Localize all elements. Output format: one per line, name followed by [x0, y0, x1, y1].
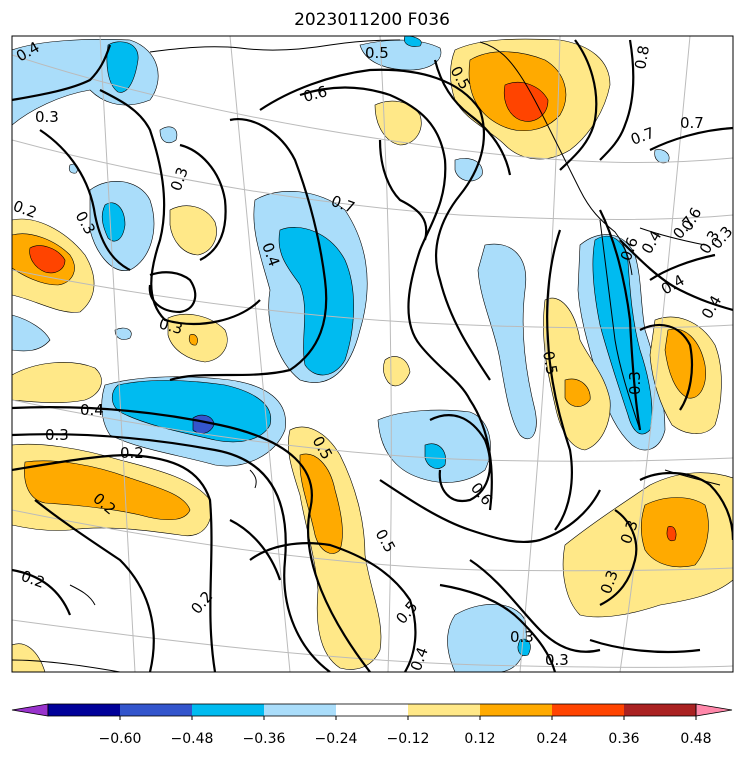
contour-label: 0.3: [157, 314, 185, 338]
colorbar-extend-low: [11, 703, 49, 717]
contour-label: 0.3: [45, 426, 69, 444]
contour-label: 0.3: [545, 651, 569, 669]
colorbar-bin: [552, 704, 625, 716]
colorbar-tick-label: −0.24: [315, 731, 358, 747]
colorbar: −0.60 −0.48 −0.36 −0.24 −0.12 0.12 0.24 0.36 0.4…: [11, 703, 733, 747]
colorbar-bin: [480, 704, 553, 716]
colorbar-bin: [120, 704, 193, 716]
colorbar-tick-label: 0.24: [536, 731, 567, 747]
positive-strong-regions: [29, 81, 677, 542]
map-frame: [11, 35, 734, 673]
colorbar-bin: [192, 704, 265, 716]
colorbar-tick-label: 0.48: [680, 731, 711, 747]
coastlines: [12, 39, 721, 672]
contour-label: 0.2: [120, 444, 144, 462]
contour-label: 0.7: [680, 114, 704, 132]
colorbar-tick-label: 0.12: [464, 731, 495, 747]
contour-label: 0.5: [539, 350, 561, 377]
graticule: [12, 36, 733, 672]
colorbar-outline: [47, 703, 697, 717]
map-title: 2023011200 F036: [294, 10, 450, 30]
contour-lines: [12, 39, 733, 672]
contour-label: 0.3: [35, 108, 59, 126]
colorbar-bin: [408, 704, 481, 716]
colorbar-tick-label: −0.48: [171, 731, 214, 747]
colorbar-bin: [48, 704, 121, 716]
anomaly-shading: [12, 36, 733, 672]
contour-label: 0.3: [510, 628, 534, 646]
colorbar-bin: [264, 704, 337, 716]
colorbar-ticks: −0.60 −0.48 −0.36 −0.24 −0.12 0.12 0.24 0.36 0.4…: [99, 716, 712, 747]
contour-label: 0.4: [80, 401, 104, 419]
colorbar-bin: [336, 704, 409, 716]
contour-label: 0.5: [365, 44, 389, 62]
colorbar-tick-label: −0.60: [99, 731, 142, 747]
colorbar-extend-high: [695, 703, 733, 717]
colorbar-tick-label: 0.36: [608, 731, 639, 747]
colorbar-tick-label: −0.36: [243, 731, 286, 747]
contour-label: 0.6: [301, 82, 329, 106]
contour-label: 0.8: [631, 44, 653, 71]
colorbar-tick-label: −0.12: [387, 731, 430, 747]
colorbar-bins: [48, 704, 697, 716]
contour-label: 0.3: [626, 371, 644, 395]
colorbar-bin: [624, 704, 697, 716]
